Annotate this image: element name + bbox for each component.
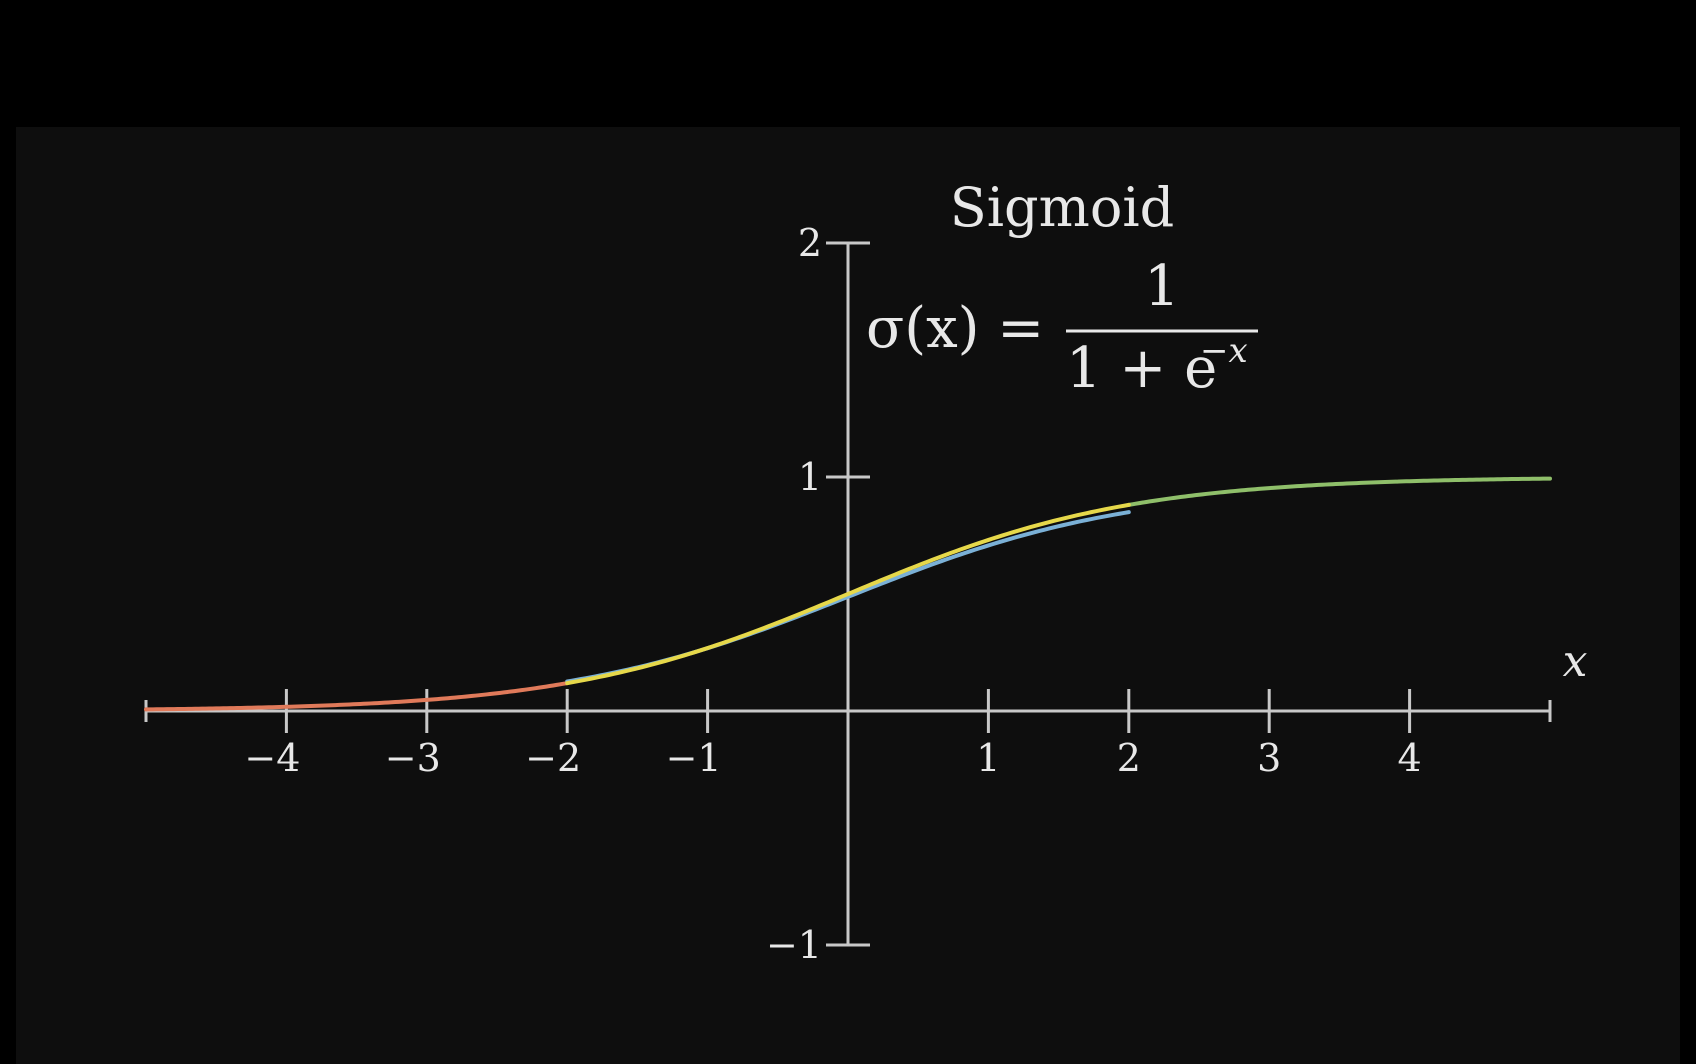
formula-lhs: σ(x) = [866, 296, 1044, 361]
chart-title: Sigmoid [950, 176, 1174, 239]
ticks: −4 −3 −2 −1 1 2 3 4 2 1 −1 [244, 221, 1421, 967]
x-tick-label: −1 [666, 736, 722, 780]
formula-denominator-base: 1 + e [1066, 336, 1217, 401]
series-line-0 [144, 681, 570, 712]
series-line-1 [1126, 476, 1552, 507]
x-tick-label: 3 [1257, 736, 1281, 780]
y-tick-label: 2 [798, 221, 822, 265]
x-tick-label: −3 [385, 736, 441, 780]
formula-denominator-exponent: −x [1200, 331, 1248, 371]
curves [144, 476, 1552, 712]
y-tick-label: −1 [766, 923, 822, 967]
x-tick-label: 2 [1117, 736, 1141, 780]
x-tick-label: 1 [976, 736, 1000, 780]
x-tick-label: −4 [244, 736, 300, 780]
series-line-3 [565, 502, 1131, 686]
formula: σ(x) = 1 1 + e −x [866, 254, 1258, 401]
x-tick-label: −2 [525, 736, 581, 780]
x-axis-label: x [1563, 636, 1588, 687]
formula-numerator: 1 [1144, 254, 1180, 319]
x-tick-label: 4 [1398, 736, 1422, 780]
y-tick-label: 1 [798, 455, 822, 499]
